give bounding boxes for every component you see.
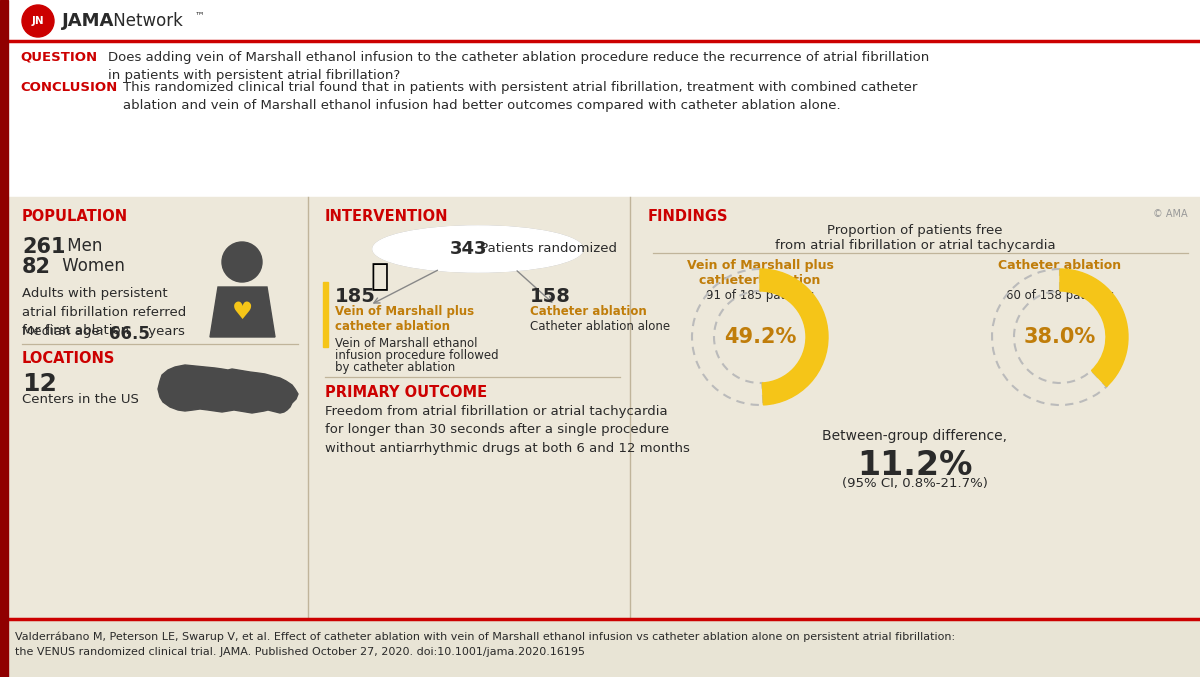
Text: ♥: ♥ <box>232 300 252 324</box>
Text: years: years <box>144 325 185 338</box>
Text: Network: Network <box>108 12 182 30</box>
Text: by catheter ablation: by catheter ablation <box>335 361 455 374</box>
Circle shape <box>222 242 262 282</box>
Text: 343: 343 <box>450 240 487 258</box>
Text: Vein of Marshall plus: Vein of Marshall plus <box>335 305 474 318</box>
Text: LOCATIONS: LOCATIONS <box>22 351 115 366</box>
Text: Median age:: Median age: <box>22 325 108 338</box>
Circle shape <box>22 5 54 37</box>
Text: 12: 12 <box>22 372 56 396</box>
Text: Does adding vein of Marshall ethanol infusion to the catheter ablation procedure: Does adding vein of Marshall ethanol inf… <box>108 51 929 82</box>
Text: Patients randomized: Patients randomized <box>476 242 617 255</box>
Polygon shape <box>210 287 275 337</box>
Text: Vein of Marshall plus: Vein of Marshall plus <box>686 259 834 272</box>
Text: Centers in the US: Centers in the US <box>22 393 139 406</box>
Text: infusion procedure followed: infusion procedure followed <box>335 349 499 362</box>
Text: Valderrábano M, Peterson LE, Swarup V, et al. Effect of catheter ablation with v: Valderrábano M, Peterson LE, Swarup V, e… <box>14 632 955 657</box>
Text: 158: 158 <box>530 287 571 306</box>
Text: Catheter ablation: Catheter ablation <box>998 259 1122 272</box>
Text: catheter ablation: catheter ablation <box>335 320 450 333</box>
Text: POPULATION: POPULATION <box>22 209 128 224</box>
Bar <box>8 197 1200 619</box>
Text: 66.5: 66.5 <box>109 325 150 343</box>
Text: JN: JN <box>31 16 44 26</box>
Text: Between-group difference,: Between-group difference, <box>822 429 1008 443</box>
Text: Proportion of patients free: Proportion of patients free <box>827 224 1003 237</box>
Wedge shape <box>1060 269 1128 387</box>
Bar <box>323 282 328 347</box>
Wedge shape <box>760 269 828 405</box>
Bar <box>0 0 8 677</box>
Text: 38.0%: 38.0% <box>1024 327 1096 347</box>
Text: 91 of 185 patients: 91 of 185 patients <box>706 289 814 302</box>
Text: PRIMARY OUTCOME: PRIMARY OUTCOME <box>325 385 487 400</box>
Text: (95% CI, 0.8%-21.7%): (95% CI, 0.8%-21.7%) <box>842 477 988 490</box>
Text: ™: ™ <box>194 10 205 20</box>
Ellipse shape <box>373 226 583 272</box>
Text: QUESTION: QUESTION <box>20 51 97 64</box>
Text: Adults with persistent
atrial fibrillation referred
for first ablation: Adults with persistent atrial fibrillati… <box>22 287 186 337</box>
Text: Women: Women <box>58 257 125 275</box>
Text: Vein of Marshall ethanol: Vein of Marshall ethanol <box>335 337 478 350</box>
Text: 261: 261 <box>22 237 66 257</box>
Bar <box>0 619 1200 677</box>
Text: JAMA: JAMA <box>62 12 114 30</box>
Text: catheter ablation: catheter ablation <box>700 274 821 287</box>
Text: Freedom from atrial fibrillation or atrial tachycardia
for longer than 30 second: Freedom from atrial fibrillation or atri… <box>325 405 690 455</box>
Text: INTERVENTION: INTERVENTION <box>325 209 449 224</box>
Text: from atrial fibrillation or atrial tachycardia: from atrial fibrillation or atrial tachy… <box>775 239 1055 252</box>
Text: 🫀: 🫀 <box>371 263 389 292</box>
Polygon shape <box>158 365 298 413</box>
Bar <box>8 0 1200 197</box>
Text: Catheter ablation: Catheter ablation <box>530 305 647 318</box>
Text: 82: 82 <box>22 257 50 277</box>
Text: © AMA: © AMA <box>1153 209 1188 219</box>
Text: This randomized clinical trial found that in patients with persistent atrial fib: This randomized clinical trial found tha… <box>124 81 917 112</box>
Text: FINDINGS: FINDINGS <box>648 209 728 224</box>
Text: CONCLUSION: CONCLUSION <box>20 81 118 94</box>
Text: Men: Men <box>62 237 102 255</box>
Text: 11.2%: 11.2% <box>857 449 973 482</box>
Text: 60 of 158 patients: 60 of 158 patients <box>1006 289 1114 302</box>
Text: Catheter ablation alone: Catheter ablation alone <box>530 320 670 333</box>
Text: 49.2%: 49.2% <box>724 327 796 347</box>
Text: 185: 185 <box>335 287 376 306</box>
